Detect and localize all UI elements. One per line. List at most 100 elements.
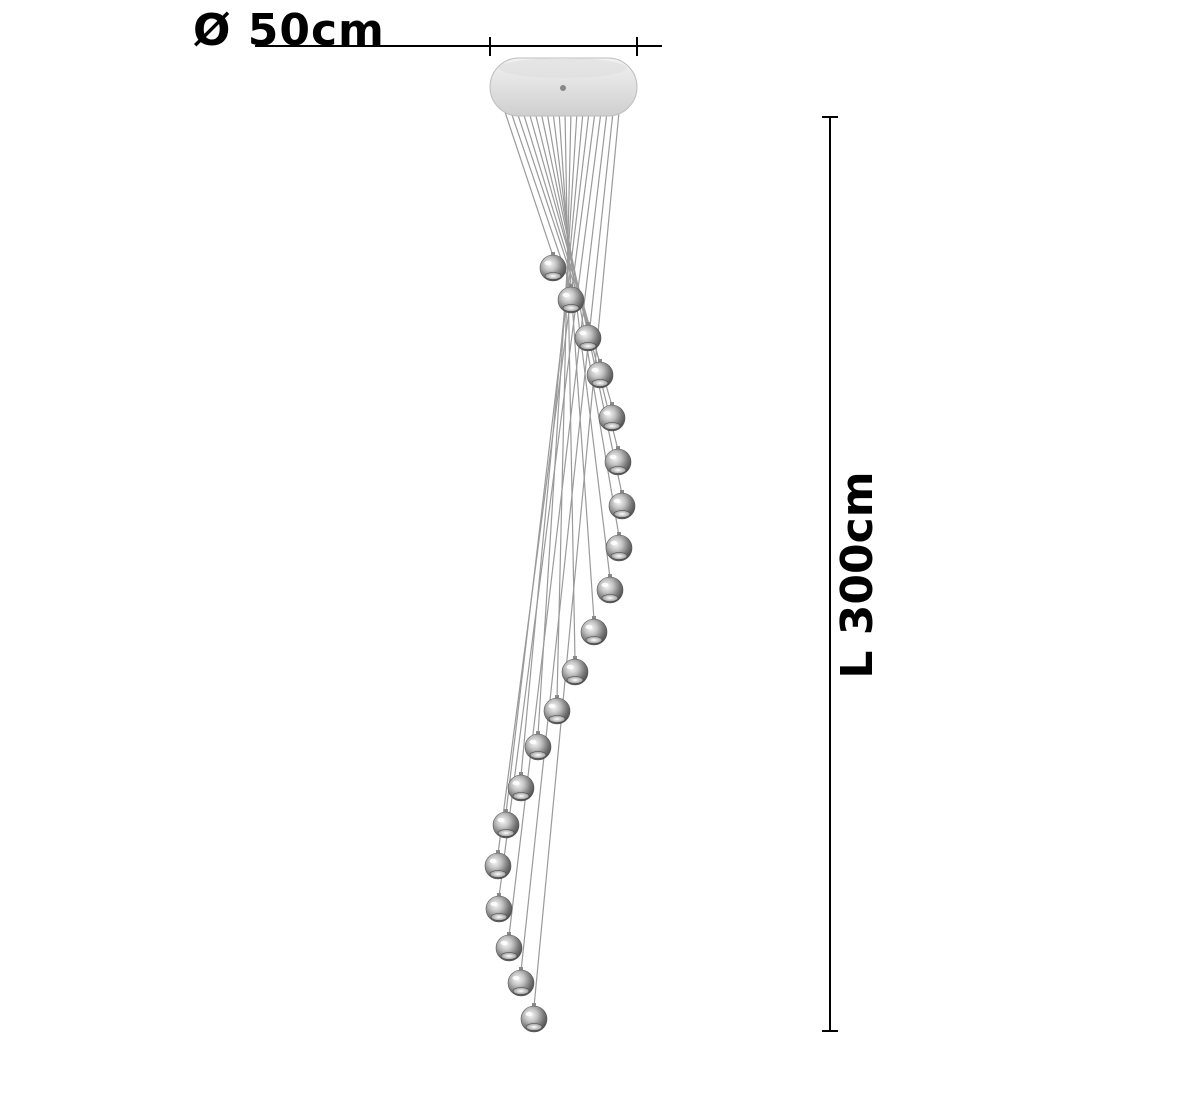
length-dimension xyxy=(822,116,838,1032)
pendant-cap xyxy=(586,322,590,327)
pendant-shade xyxy=(507,967,535,997)
pendant-wire xyxy=(504,111,554,257)
pendant-opening xyxy=(548,715,566,723)
pendant-cap xyxy=(551,252,555,257)
pendant-shade xyxy=(543,695,571,725)
pendant-highlight xyxy=(548,703,556,709)
pendant-shade xyxy=(495,932,523,962)
pendant-highlight xyxy=(497,817,505,823)
pendant-wire xyxy=(520,111,614,972)
pendant-highlight xyxy=(603,410,611,416)
pendant-highlight xyxy=(610,540,618,546)
pendant-highlight xyxy=(566,664,574,670)
pendant-cap xyxy=(608,574,612,579)
pendant-spiral xyxy=(484,252,636,1033)
pendant-highlight xyxy=(490,901,498,907)
pendant-opening xyxy=(544,272,562,280)
pendant-opening xyxy=(525,1023,543,1031)
pendant-shade xyxy=(539,252,567,282)
pendant-opening xyxy=(497,829,515,837)
pendant-shade xyxy=(596,574,624,604)
pendant-highlight xyxy=(562,292,570,298)
pendant-shade xyxy=(507,772,535,802)
pendant-cap xyxy=(519,772,523,777)
pendant-opening xyxy=(512,792,530,800)
pendant-cap xyxy=(519,967,523,972)
pendant-opening xyxy=(562,304,580,312)
pendant-wire xyxy=(497,111,596,855)
pendant-highlight xyxy=(529,739,537,745)
pendant-wire xyxy=(546,111,620,537)
pendant-cap xyxy=(536,731,540,736)
canopy-center-screw xyxy=(560,85,566,91)
pendant-shade xyxy=(605,532,633,562)
pendant-highlight xyxy=(489,858,497,864)
pendant-opening xyxy=(566,676,584,684)
pendant-opening xyxy=(529,751,547,759)
pendant-opening xyxy=(610,552,628,560)
pendant-highlight xyxy=(512,975,520,981)
pendant-cap xyxy=(620,490,624,495)
pendant-shade xyxy=(557,284,585,314)
pendant-opening xyxy=(579,342,597,350)
pendant-opening xyxy=(489,870,507,878)
diameter-label: Ø 50cm xyxy=(193,5,385,56)
pendant-opening xyxy=(591,379,609,387)
pendant-opening xyxy=(601,594,619,602)
pendant-shade xyxy=(484,850,512,880)
pendant-cap xyxy=(573,656,577,661)
pendant-cap xyxy=(592,616,596,621)
pendant-opening xyxy=(603,422,621,430)
pendant-highlight xyxy=(585,624,593,630)
pendant-cap xyxy=(616,446,620,451)
pendant-highlight xyxy=(591,367,599,373)
pendant-highlight xyxy=(601,582,609,588)
pendant-shade xyxy=(561,656,589,686)
suspension-wires xyxy=(497,111,623,1008)
pendant-wire xyxy=(533,111,620,1008)
diameter-dimension xyxy=(255,37,662,56)
pendant-cap xyxy=(598,359,602,364)
pendant-wire xyxy=(564,111,576,661)
pendant-cap xyxy=(610,402,614,407)
pendant-cap xyxy=(497,893,501,898)
pendant-highlight xyxy=(613,498,621,504)
pendant-opening xyxy=(613,510,631,518)
pendant-opening xyxy=(490,913,508,921)
pendant-shade xyxy=(598,402,626,432)
pendant-highlight xyxy=(609,454,617,460)
pendant-shade xyxy=(580,616,608,646)
pendant-cap xyxy=(504,809,508,814)
pendant-highlight xyxy=(512,780,520,786)
pendant-shade xyxy=(524,731,552,761)
pendant-wire xyxy=(522,111,601,364)
pendant-highlight xyxy=(579,330,587,336)
pendant-shade xyxy=(492,809,520,839)
pendant-shade xyxy=(608,490,636,520)
pendant-cap xyxy=(496,850,500,855)
pendant-cap xyxy=(507,932,511,937)
pendant-opening xyxy=(609,466,627,474)
pendant-wire xyxy=(505,111,590,814)
pendant-highlight xyxy=(500,940,508,946)
ceiling-canopy xyxy=(489,57,638,117)
canopy-top-face xyxy=(499,58,627,78)
pendant-highlight xyxy=(525,1011,533,1017)
pendant-wire xyxy=(556,111,572,700)
pendant-opening xyxy=(585,636,603,644)
pendant-cap xyxy=(555,695,559,700)
pendant-cap xyxy=(532,1003,536,1008)
pendant-shade xyxy=(485,893,513,923)
pendant-highlight xyxy=(544,260,552,266)
pendant-wire xyxy=(498,111,602,898)
pendant-wire xyxy=(537,111,578,736)
length-label: L 300cm xyxy=(832,471,883,679)
pendant-shade xyxy=(520,1003,548,1033)
pendant-cap xyxy=(569,284,573,289)
pendant-cap xyxy=(617,532,621,537)
pendant-opening xyxy=(512,987,530,995)
pendant-shade xyxy=(604,446,632,476)
pendant-shade xyxy=(574,322,602,352)
pendant-opening xyxy=(500,952,518,960)
